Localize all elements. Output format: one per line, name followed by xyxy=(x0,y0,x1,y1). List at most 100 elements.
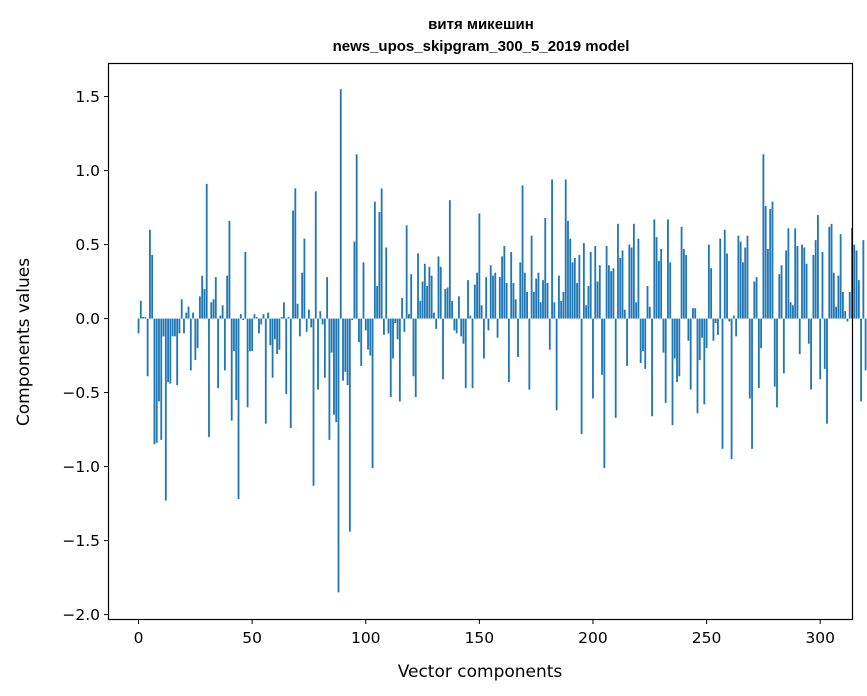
bar-146 xyxy=(469,315,472,319)
bar-297 xyxy=(812,254,815,319)
bar-4 xyxy=(146,318,149,377)
bar-147 xyxy=(471,318,474,389)
bar-71 xyxy=(298,318,301,337)
bar-271 xyxy=(753,281,756,319)
bar-275 xyxy=(762,154,765,319)
bar-165 xyxy=(512,283,515,319)
bar-29 xyxy=(203,288,206,319)
bar-96 xyxy=(355,154,358,319)
bar-260 xyxy=(728,318,731,322)
bar-98 xyxy=(360,318,363,366)
y-axis-label: Components values xyxy=(14,258,34,426)
x-tick-label: 150 xyxy=(465,629,495,647)
bar-89 xyxy=(339,89,342,319)
bar-136 xyxy=(446,287,449,319)
bar-127 xyxy=(426,286,429,319)
bar-76 xyxy=(310,318,313,328)
bar-3 xyxy=(144,317,147,319)
bar-118 xyxy=(405,225,408,319)
bar-291 xyxy=(798,318,801,355)
bar-283 xyxy=(780,265,783,319)
bar-82 xyxy=(323,318,326,378)
bar-319 xyxy=(862,240,865,319)
bar-125 xyxy=(421,281,424,319)
bar-140 xyxy=(455,318,458,334)
bar-190 xyxy=(569,238,572,319)
bar-111 xyxy=(389,318,392,397)
bar-256 xyxy=(719,238,722,319)
bar-11 xyxy=(162,318,165,337)
bar-259 xyxy=(726,253,728,319)
bar-84 xyxy=(328,318,331,440)
bar-171 xyxy=(526,291,528,319)
bar-81 xyxy=(321,318,324,325)
bar-309 xyxy=(839,234,842,319)
bar-212 xyxy=(619,257,622,319)
bar-77 xyxy=(312,318,315,486)
bar-223 xyxy=(644,318,647,369)
bar-282 xyxy=(778,274,781,319)
bar-45 xyxy=(239,314,242,319)
bar-244 xyxy=(692,308,694,319)
bar-245 xyxy=(694,308,697,319)
bar-316 xyxy=(855,250,858,319)
bar-108 xyxy=(383,318,385,335)
bar-113 xyxy=(394,318,397,323)
bar-30 xyxy=(205,183,208,319)
bar-238 xyxy=(678,318,681,377)
bar-216 xyxy=(628,244,631,319)
y-tick-label: −1.5 xyxy=(62,532,100,550)
bar-72 xyxy=(301,272,304,319)
bar-112 xyxy=(392,318,394,359)
bar-12 xyxy=(164,318,167,501)
bar-110 xyxy=(387,318,390,334)
bar-188 xyxy=(564,179,567,319)
bar-35 xyxy=(217,318,219,389)
bar-254 xyxy=(714,318,717,323)
bar-182 xyxy=(551,179,553,319)
bar-306 xyxy=(832,272,835,319)
bar-52 xyxy=(255,317,258,319)
bar-70 xyxy=(296,303,299,319)
bar-104 xyxy=(373,201,376,319)
bar-44 xyxy=(237,318,240,500)
bar-248 xyxy=(701,318,703,338)
bar-8 xyxy=(155,318,158,443)
bar-230 xyxy=(660,249,663,319)
bar-242 xyxy=(687,318,690,341)
bar-20 xyxy=(183,318,185,334)
bar-22 xyxy=(187,306,190,319)
bar-57 xyxy=(267,312,269,319)
bar-241 xyxy=(685,254,688,319)
bar-149 xyxy=(476,272,478,319)
bar-166 xyxy=(514,299,517,319)
bar-91 xyxy=(344,318,347,372)
bar-73 xyxy=(303,238,306,319)
bar-13 xyxy=(167,318,169,383)
bar-236 xyxy=(673,318,676,359)
bar-60 xyxy=(273,318,276,340)
bar-201 xyxy=(594,246,597,319)
y-tick-label: −2.0 xyxy=(62,606,100,624)
bar-209 xyxy=(612,268,615,319)
bar-229 xyxy=(657,260,660,319)
bar-180 xyxy=(546,283,549,319)
bar-78 xyxy=(314,191,317,319)
bar-134 xyxy=(442,318,444,380)
bar-231 xyxy=(662,318,665,353)
bar-151 xyxy=(480,305,483,319)
bar-56 xyxy=(264,318,267,424)
bar-217 xyxy=(630,247,633,319)
bar-196 xyxy=(582,243,585,319)
bar-23 xyxy=(189,318,192,371)
bar-224 xyxy=(646,286,649,319)
bar-246 xyxy=(696,318,699,414)
bar-243 xyxy=(689,318,692,390)
bar-164 xyxy=(510,251,513,319)
x-tick-label: 0 xyxy=(134,629,144,647)
bar-137 xyxy=(448,200,451,319)
bar-106 xyxy=(378,212,381,319)
bar-61 xyxy=(276,318,279,355)
bar-27 xyxy=(198,296,201,319)
bar-210 xyxy=(614,318,617,418)
